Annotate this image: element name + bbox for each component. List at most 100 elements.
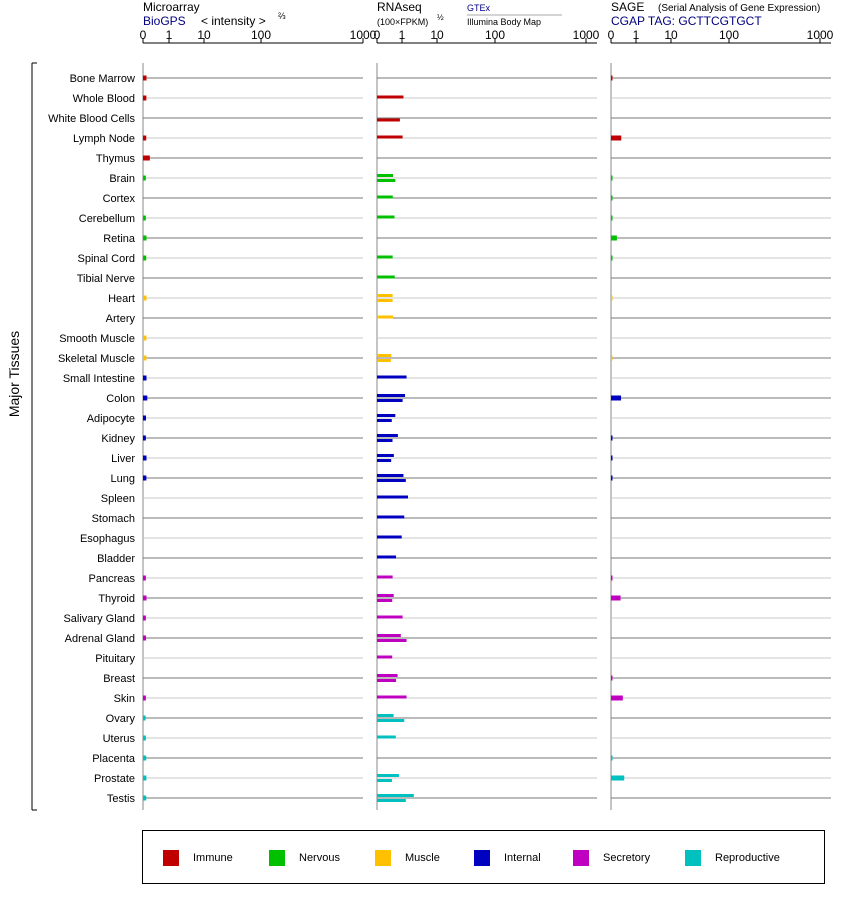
- row-label: Breast: [103, 673, 135, 685]
- legend-swatch-internal: [474, 850, 490, 866]
- row-label: Adipocyte: [87, 413, 135, 425]
- row-label: Colon: [106, 393, 135, 405]
- row-label: Skin: [114, 693, 135, 705]
- bar-illumina: [377, 479, 406, 482]
- bar-sage: [611, 175, 613, 181]
- row-labels: Bone Marrow Whole Blood White Blood Cells L…: [48, 73, 136, 805]
- bar-gtex: [377, 474, 404, 477]
- bar-microarray: [143, 355, 147, 361]
- bar-gtex: [377, 135, 403, 139]
- bar-sage: [611, 455, 613, 461]
- fpkm-label: (100×FPKM): [377, 17, 428, 27]
- bar-gtex: [377, 515, 405, 519]
- legend-swatch-muscle: [375, 850, 391, 866]
- bar-gtex: [377, 674, 398, 677]
- bar-gtex: [377, 634, 401, 637]
- bar-sage: [611, 75, 613, 81]
- illumina-label: Illumina Body Map: [467, 17, 541, 27]
- bar-gtex: [377, 454, 394, 457]
- legend: Immune Nervous Muscle Internal Secretory…: [142, 830, 825, 884]
- row-label: Spinal Cord: [78, 253, 135, 265]
- bar-illumina: [377, 639, 407, 642]
- axis-tick-label-rnaseq: 10: [430, 28, 444, 42]
- row-label: Uterus: [103, 733, 136, 745]
- y-axis-bracket: [31, 62, 37, 811]
- bar-microarray: [143, 635, 147, 641]
- row-label: Brain: [109, 173, 135, 185]
- bar-gtex: [377, 294, 393, 297]
- bar-gtex: [377, 414, 396, 417]
- row-label: Bladder: [97, 553, 135, 565]
- bar-illumina: [377, 799, 406, 802]
- axis-tick-label-microarray: 1000: [350, 28, 377, 42]
- legend-swatch-secretory: [573, 850, 589, 866]
- row-label: Thyroid: [98, 593, 135, 605]
- bar-sage: [611, 475, 613, 481]
- bar-gtex: [377, 215, 395, 219]
- bar-gtex: [377, 555, 397, 559]
- intensity-label: < intensity >: [201, 14, 266, 28]
- legend-label-reproductive: Reproductive: [715, 852, 780, 864]
- y-axis-title: Major Tissues: [6, 331, 22, 417]
- gtex-link[interactable]: GTEx: [467, 3, 491, 13]
- legend-label-internal: Internal: [504, 852, 541, 864]
- row-label: Whole Blood: [73, 93, 135, 105]
- biogps-link[interactable]: BioGPS: [143, 14, 186, 28]
- row-label: Heart: [108, 293, 135, 305]
- bar-microarray: [143, 575, 146, 581]
- row-label: Tibial Nerve: [77, 273, 135, 285]
- bar-illumina: [377, 719, 405, 722]
- bar-gtex: [377, 594, 394, 597]
- panel-title-microarray: Microarray: [143, 0, 200, 14]
- bars-layer: [143, 75, 625, 802]
- row-label: Prostate: [94, 773, 135, 785]
- bar-illumina: [377, 779, 392, 782]
- bar-microarray: [143, 435, 146, 441]
- bar-gtex: [377, 434, 398, 437]
- bar-illumina: [377, 299, 393, 302]
- bar-sage: [611, 595, 621, 601]
- bar-gtex: [377, 735, 396, 739]
- bar-microarray: [143, 335, 147, 341]
- bar-microarray: [143, 235, 147, 241]
- bar-microarray: [143, 215, 146, 221]
- row-label: Liver: [111, 453, 135, 465]
- bar-gtex: [377, 315, 394, 319]
- legend-label-secretory: Secretory: [603, 852, 651, 864]
- bar-sage: [611, 695, 623, 701]
- axis-tick-label-rnaseq: 100: [485, 28, 505, 42]
- bar-sage: [611, 195, 613, 201]
- row-label: Adrenal Gland: [65, 633, 135, 645]
- legend-label-muscle: Muscle: [405, 852, 440, 864]
- bar-microarray: [143, 135, 147, 141]
- legend-label-immune: Immune: [193, 852, 233, 864]
- bar-illumina: [377, 399, 403, 402]
- bar-microarray: [143, 795, 147, 801]
- bar-illumina: [377, 118, 400, 122]
- bar-sage: [611, 575, 613, 581]
- bar-sage: [611, 755, 613, 761]
- row-label: Cortex: [103, 193, 136, 205]
- bar-gtex: [377, 95, 404, 99]
- row-label: Esophagus: [80, 533, 136, 545]
- bar-sage: [611, 255, 613, 261]
- row-label: Lung: [111, 473, 135, 485]
- bar-illumina: [377, 419, 392, 422]
- bar-gtex: [377, 575, 393, 579]
- bar-sage: [611, 135, 622, 141]
- bar-illumina: [377, 679, 397, 682]
- panel-title-rnaseq: RNAseq: [377, 0, 422, 14]
- bar-microarray: [143, 415, 147, 421]
- bar-microarray: [143, 615, 146, 621]
- bar-microarray: [143, 395, 148, 401]
- bar-illumina: [377, 359, 391, 362]
- axis-tick-label-microarray: 10: [197, 28, 211, 42]
- axis-tick-label-rnaseq: 0: [374, 28, 381, 42]
- row-label: Smooth Muscle: [59, 333, 135, 345]
- bar-gtex: [377, 495, 408, 499]
- cgap-tag-link[interactable]: CGAP TAG: GCTTCGTGCT: [611, 14, 762, 28]
- bar-microarray: [143, 155, 150, 161]
- bar-illumina: [377, 179, 396, 182]
- bar-microarray: [143, 455, 147, 461]
